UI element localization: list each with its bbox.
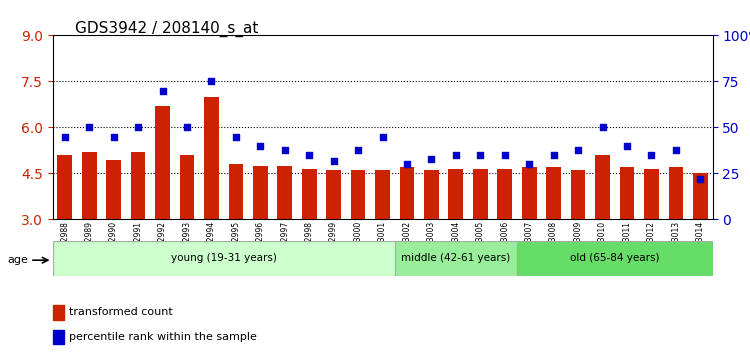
Bar bbox=[253, 166, 268, 219]
Bar bbox=[522, 167, 536, 219]
Bar bbox=[546, 167, 561, 219]
Bar bbox=[278, 166, 292, 219]
FancyBboxPatch shape bbox=[394, 241, 517, 276]
Bar bbox=[375, 170, 390, 219]
Bar bbox=[473, 169, 488, 219]
Bar bbox=[693, 173, 707, 219]
Text: young (19-31 years): young (19-31 years) bbox=[171, 253, 277, 263]
Point bbox=[670, 147, 682, 152]
Bar bbox=[302, 169, 316, 219]
Text: age: age bbox=[8, 255, 28, 265]
Bar bbox=[571, 170, 586, 219]
Point bbox=[524, 161, 536, 167]
Point bbox=[83, 125, 95, 130]
Bar bbox=[668, 167, 683, 219]
Bar bbox=[326, 170, 341, 219]
Point bbox=[646, 152, 658, 158]
Bar bbox=[424, 170, 439, 219]
Point bbox=[621, 143, 633, 149]
Text: middle (42-61 years): middle (42-61 years) bbox=[401, 253, 511, 263]
Point bbox=[425, 156, 437, 161]
Point bbox=[352, 147, 364, 152]
Point bbox=[401, 161, 413, 167]
Bar bbox=[204, 97, 219, 219]
Point bbox=[230, 134, 242, 139]
Bar bbox=[644, 169, 658, 219]
Point bbox=[58, 134, 70, 139]
Text: transformed count: transformed count bbox=[69, 307, 172, 317]
Text: percentile rank within the sample: percentile rank within the sample bbox=[69, 332, 256, 342]
Point bbox=[376, 134, 388, 139]
Point bbox=[450, 152, 462, 158]
FancyBboxPatch shape bbox=[53, 241, 394, 276]
Point bbox=[132, 125, 144, 130]
Text: old (65-84 years): old (65-84 years) bbox=[570, 253, 659, 263]
Bar bbox=[229, 164, 243, 219]
Bar bbox=[155, 106, 170, 219]
Point bbox=[596, 125, 608, 130]
Point bbox=[328, 158, 340, 164]
Bar bbox=[400, 167, 414, 219]
Point bbox=[107, 134, 119, 139]
Bar bbox=[53, 305, 64, 320]
Bar bbox=[448, 169, 464, 219]
Bar bbox=[82, 152, 97, 219]
Point bbox=[279, 147, 291, 152]
Point bbox=[254, 143, 266, 149]
FancyBboxPatch shape bbox=[517, 241, 712, 276]
Point bbox=[499, 152, 511, 158]
Bar bbox=[53, 330, 64, 344]
Point bbox=[206, 79, 218, 84]
Bar bbox=[106, 160, 121, 219]
Bar bbox=[130, 152, 146, 219]
Point bbox=[157, 88, 169, 93]
Point bbox=[548, 152, 560, 158]
Bar bbox=[497, 169, 512, 219]
Point bbox=[572, 147, 584, 152]
Bar bbox=[596, 155, 610, 219]
Text: age: age bbox=[0, 353, 1, 354]
Bar bbox=[179, 155, 194, 219]
Point bbox=[474, 152, 486, 158]
Point bbox=[181, 125, 193, 130]
Bar bbox=[620, 167, 634, 219]
Point bbox=[303, 152, 315, 158]
Point bbox=[694, 176, 706, 182]
Bar bbox=[58, 155, 72, 219]
Bar bbox=[351, 170, 365, 219]
Text: GDS3942 / 208140_s_at: GDS3942 / 208140_s_at bbox=[75, 21, 258, 38]
